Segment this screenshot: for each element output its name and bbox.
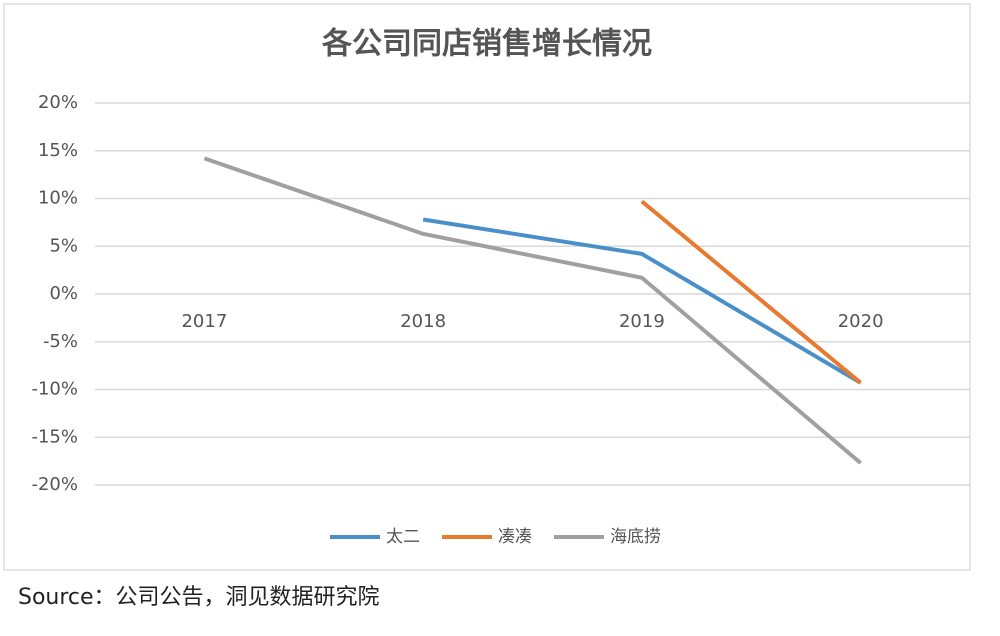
chart-title: 各公司同店销售增长情况	[321, 27, 652, 62]
y-tick-label: -10%	[31, 379, 78, 400]
y-tick-label: -5%	[43, 331, 78, 352]
y-tick-label: 10%	[38, 188, 78, 209]
y-tick-label: 15%	[38, 140, 78, 161]
x-tick-label: 2018	[400, 311, 446, 332]
chart-frame	[3, 3, 971, 571]
legend-label: 太二	[386, 527, 420, 547]
source-note: Source：公司公告，洞见数据研究院	[18, 585, 380, 610]
y-tick-label: -15%	[31, 426, 78, 447]
x-tick-label: 2020	[838, 311, 884, 332]
legend-label: 凑凑	[498, 527, 532, 547]
x-tick-label: 2017	[181, 311, 227, 332]
series-line	[640, 199, 862, 385]
y-tick-label: 0%	[49, 283, 78, 304]
y-tick-label: -20%	[31, 474, 78, 495]
series-line	[203, 156, 862, 465]
y-tick-label: 20%	[38, 92, 78, 113]
y-tick-label: 5%	[49, 235, 78, 256]
series-line	[422, 217, 862, 385]
x-tick-label: 2019	[619, 311, 665, 332]
legend-label: 海底捞	[610, 527, 661, 547]
